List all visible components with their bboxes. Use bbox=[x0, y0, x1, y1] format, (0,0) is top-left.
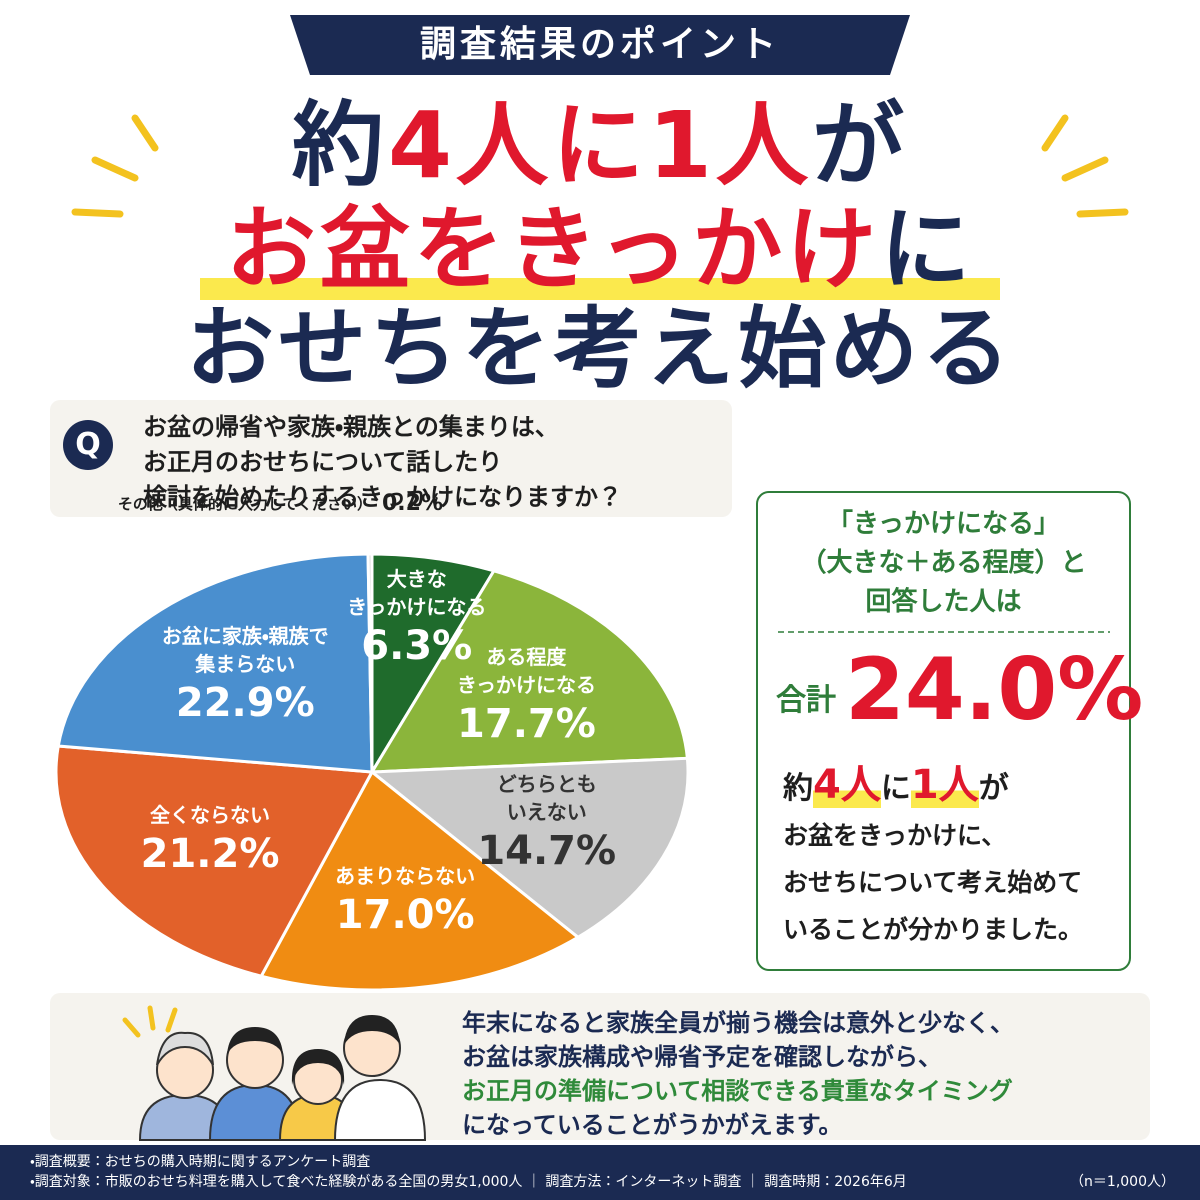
pie-value: 0.2% bbox=[382, 491, 444, 516]
headline-segment: 約 bbox=[291, 92, 388, 199]
headline-line: 約4人に1人が bbox=[0, 95, 1200, 197]
pie-label: お盆に家族・親族で 集まらない 22.9% bbox=[162, 622, 329, 728]
highlight-segment: 4人 bbox=[813, 762, 881, 808]
pie-value: 17.7% bbox=[457, 701, 596, 748]
pie-label: あまりならない 17.0% bbox=[335, 862, 475, 940]
family-illustration bbox=[122, 1005, 427, 1141]
footer-note: ・調査対象：市販のおせち料理を購入して食べた経験がある全国の男女1,000人 ｜… bbox=[30, 1174, 907, 1190]
pie-category: お盆に家族・親族で 集まらない bbox=[161, 623, 329, 676]
headline-line: お盆をきっかけに bbox=[0, 200, 1200, 300]
pie-value: 21.2% bbox=[140, 830, 280, 877]
footer-note: ・調査概要：おせちの購入時期に関するアンケート調査 bbox=[30, 1154, 371, 1170]
pie-category: あまりならない bbox=[335, 863, 476, 888]
pie-value: 14.7% bbox=[477, 827, 617, 874]
question-box bbox=[50, 400, 732, 517]
summary-box bbox=[756, 491, 1131, 971]
highlight-segment: 1人 bbox=[910, 762, 979, 808]
comment-line: 年末になると家族全員が揃う機会は意外と少なく、 bbox=[462, 1009, 1014, 1037]
badge-title: 調査結果のポイント bbox=[419, 24, 780, 65]
summary-heading: 「きっかけになる」 （大きな＋ある程度）と 回答した人は bbox=[800, 509, 1087, 617]
rays bbox=[71, 114, 1129, 218]
pie-slice bbox=[369, 569, 690, 774]
pie-value: 17.0% bbox=[335, 891, 475, 938]
badge-banner bbox=[290, 15, 910, 75]
question-text: お盆の帰省や家族・親族との集まりは、 お正月のおせちについて話したり 検討を始め… bbox=[143, 413, 623, 511]
question-badge: Q bbox=[75, 427, 101, 462]
headline-segment: が bbox=[812, 92, 909, 199]
question-badge-circle bbox=[63, 420, 113, 470]
pie-category: 全くならない bbox=[150, 802, 271, 827]
summary-total: 24.0% bbox=[845, 640, 1144, 740]
pie-label: 全くならない 21.2% bbox=[141, 801, 280, 879]
summary-highlight: 約4人に1人が bbox=[783, 760, 1009, 814]
comment-line: お盆は家族構成や帰省予定を確認しながら、 bbox=[462, 1043, 942, 1071]
highlight-segment: 約 bbox=[783, 771, 813, 806]
pie-label: ある程度 きっかけになる 17.7% bbox=[457, 643, 596, 749]
footer-notes: ・調査概要：おせちの購入時期に関するアンケート調査・調査対象：市販のおせち料理を… bbox=[30, 1152, 907, 1192]
headline-segment: おせちを考え始める bbox=[185, 297, 1014, 400]
headline-highlight bbox=[200, 278, 1000, 300]
pie-category: 大きな きっかけになる bbox=[347, 567, 487, 620]
pie-slice bbox=[56, 552, 374, 774]
headline-segment: に bbox=[880, 197, 975, 302]
pie-category: どちらとも いえない bbox=[496, 771, 597, 824]
headline-segment: お盆をきっかけ bbox=[225, 197, 881, 302]
summary-body: お盆をきっかけに、 おせちについて考え始めて いることが分かりました。 bbox=[783, 821, 1084, 944]
pie-value: 6.3% bbox=[361, 623, 473, 670]
pie-category: ある程度 きっかけになる bbox=[456, 645, 597, 698]
pie-category: その他（具体的に入力してください） bbox=[117, 495, 372, 513]
footer-sample: （n＝1,000人） bbox=[1070, 1174, 1175, 1190]
comment-line: お正月の準備について相談できる貴重なタイミング bbox=[462, 1077, 1013, 1105]
comment-text: 年末になると家族全員が揃う機会は意外と少なく、 お盆は家族構成や帰省予定を確認しな… bbox=[462, 1006, 1014, 1142]
summary-total-label: 合計 bbox=[776, 683, 836, 718]
pie bbox=[54, 552, 690, 992]
pie-slice bbox=[54, 744, 375, 978]
pie-slice bbox=[366, 552, 374, 773]
comment-line: になっていることがうかがえます。 bbox=[462, 1111, 843, 1139]
pie-slice bbox=[258, 769, 581, 992]
highlight-segment: に bbox=[880, 771, 911, 806]
pie-slice bbox=[367, 756, 690, 940]
pie-slice bbox=[370, 552, 497, 778]
pie-label: どちらとも いえない 14.7% bbox=[477, 770, 616, 876]
highlight-segment: が bbox=[978, 771, 1009, 806]
footer-bar bbox=[0, 1145, 1200, 1200]
pie-label: 大きな きっかけになる 6.3% bbox=[347, 565, 486, 671]
headline-line: おせちを考え始める bbox=[0, 300, 1200, 398]
headline-segment: 4人に1人 bbox=[387, 92, 813, 199]
pie-value: 22.9% bbox=[175, 679, 315, 726]
